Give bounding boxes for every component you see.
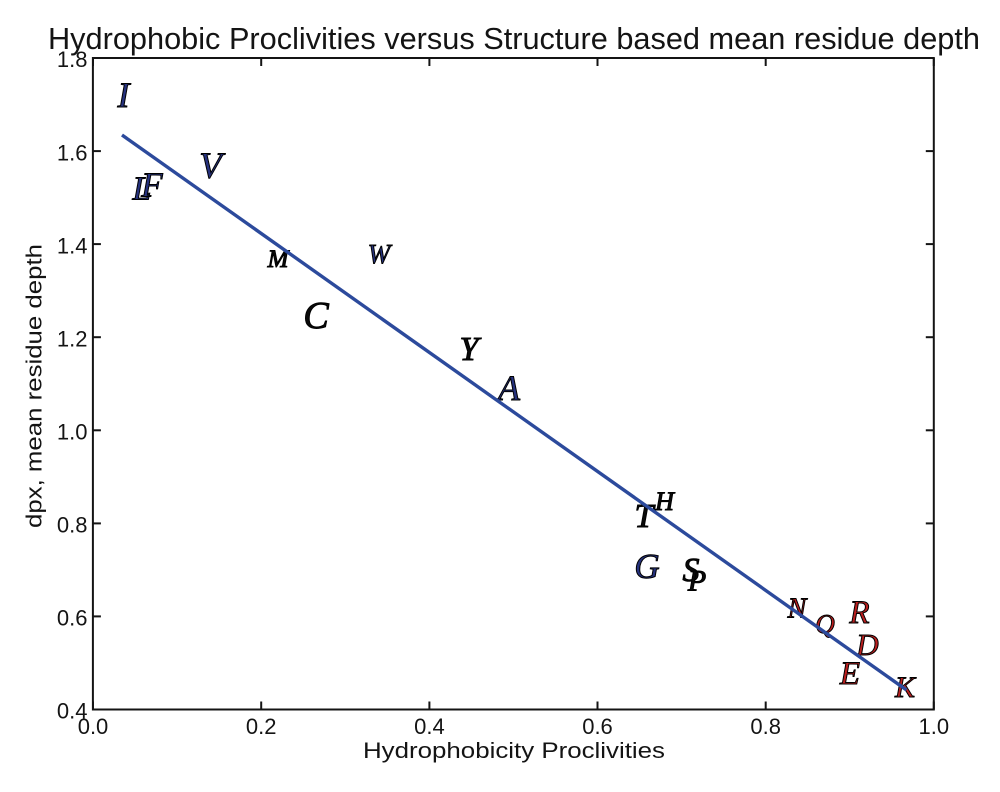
svg-text:F: F <box>140 166 163 205</box>
svg-text:I: I <box>117 75 132 115</box>
svg-text:Hydrophobic Proclivities versu: Hydrophobic Proclivities versus Structur… <box>48 21 980 56</box>
svg-text:G: G <box>634 547 659 586</box>
svg-text:S: S <box>683 552 700 589</box>
svg-text:1.2: 1.2 <box>57 326 88 351</box>
svg-text:0.4: 0.4 <box>57 699 88 724</box>
svg-text:1.0: 1.0 <box>57 420 88 445</box>
svg-text:0.6: 0.6 <box>57 606 88 631</box>
svg-text:0.6: 0.6 <box>582 714 613 739</box>
svg-text:E: E <box>839 656 860 692</box>
svg-text:0.4: 0.4 <box>414 714 445 739</box>
svg-text:0.0: 0.0 <box>78 714 109 739</box>
svg-text:L: L <box>132 171 152 208</box>
svg-text:R: R <box>848 595 869 631</box>
svg-text:0.2: 0.2 <box>246 714 277 739</box>
svg-text:Q: Q <box>815 609 835 639</box>
svg-text:C: C <box>303 295 329 337</box>
svg-text:1.4: 1.4 <box>57 233 88 258</box>
svg-text:0.8: 0.8 <box>750 714 781 739</box>
svg-text:Hydrophobicity Proclivities: Hydrophobicity Proclivities <box>363 738 665 763</box>
svg-text:H: H <box>654 487 675 516</box>
svg-text:0.8: 0.8 <box>57 513 88 538</box>
svg-text:1.6: 1.6 <box>57 140 88 165</box>
svg-text:dpx, mean residue depth: dpx, mean residue depth <box>22 244 47 528</box>
svg-text:Y: Y <box>460 331 482 368</box>
svg-text:1.8: 1.8 <box>57 47 88 72</box>
svg-text:1.0: 1.0 <box>919 714 950 739</box>
svg-text:W: W <box>368 239 393 269</box>
svg-text:P: P <box>687 565 706 598</box>
svg-text:A: A <box>496 368 521 408</box>
